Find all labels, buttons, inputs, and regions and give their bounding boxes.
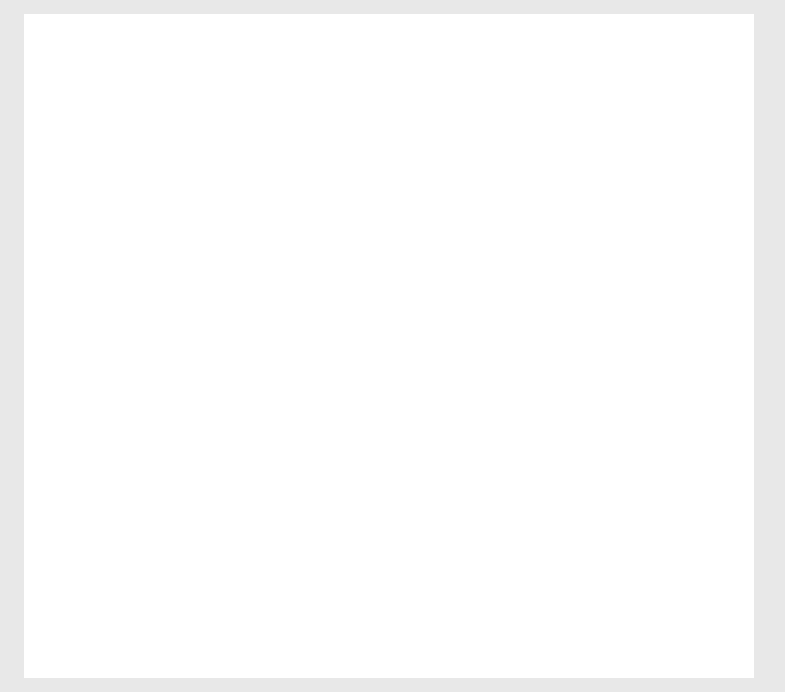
Text: B: B <box>655 575 671 594</box>
Text: D: D <box>388 501 405 520</box>
Text: $\overline{AB} \perp \overline{CD}$, and m$\angle A = 31°$. Find: $\overline{AB} \perp \overline{CD}$, and… <box>55 100 459 134</box>
Text: A: A <box>24 395 39 415</box>
Text: m$\angle B$.: m$\angle B$. <box>55 166 130 191</box>
Text: In the diagram below,  $\overline{AC} \perp \overline{CB}$,: In the diagram below, $\overline{AC} \pe… <box>55 35 476 70</box>
Text: 31°: 31° <box>98 389 126 403</box>
Text: C: C <box>457 210 473 230</box>
